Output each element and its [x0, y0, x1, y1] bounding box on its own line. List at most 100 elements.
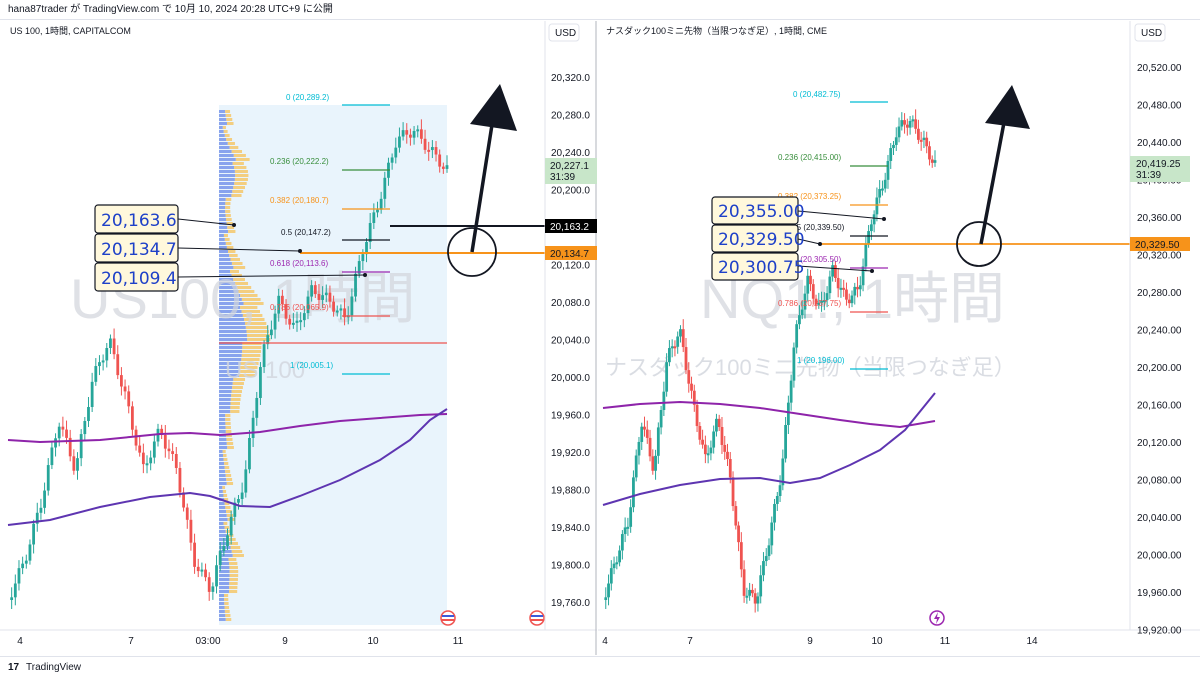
- x-tick-label: 14: [1026, 636, 1038, 647]
- y-tick-label: 20,080.00: [1137, 476, 1182, 487]
- y-tick-label: 20,240.00: [1137, 326, 1182, 337]
- y-tick-label: 20,080.0: [551, 298, 590, 309]
- ma-purple-line: [602, 400, 936, 429]
- fib-label-0236: 0.236 (20,415.00): [778, 153, 841, 162]
- y-tick-label: 19,960.0: [551, 411, 590, 422]
- y-tick-label: 20,200.0: [551, 186, 590, 197]
- y-tick-label: 19,840.0: [551, 523, 590, 534]
- orange-line-price: 20,329.50: [1135, 240, 1180, 251]
- y-tick-label: 19,760.0: [551, 598, 590, 609]
- publish-header: hana87trader が TradingView.com で 10月 10,…: [0, 0, 1200, 20]
- callout-3-text: 20,109.4: [101, 269, 177, 289]
- fib-label-0382: 0.382 (20,180.7): [270, 196, 329, 205]
- x-tick-label: 7: [128, 636, 134, 647]
- currency-button[interactable]: [548, 23, 580, 42]
- callout-3-text: 20,300.75: [718, 258, 805, 278]
- callout-3[interactable]: 20,109.4: [94, 262, 179, 292]
- black-line-price: 20,163.2: [550, 222, 589, 233]
- fib-label-0: 0 (20,482.75): [793, 90, 841, 99]
- callout-1-text: 20,163.6: [101, 211, 177, 231]
- y-tick-label: 20,440.00: [1137, 138, 1182, 149]
- countdown: 31:39: [1136, 170, 1161, 181]
- x-tick-label: 4: [17, 636, 23, 647]
- us-flag-icon[interactable]: [440, 610, 456, 626]
- x-tick-label: 10: [367, 636, 379, 647]
- currency-label: USD: [1141, 28, 1162, 39]
- y-tick-label: 20,280.00: [1137, 288, 1182, 299]
- fib-label-0: 0 (20,289.2): [286, 93, 329, 102]
- callout-2[interactable]: 20,329.50: [711, 224, 805, 253]
- x-tick-label: 03:00: [195, 636, 220, 647]
- callout-3[interactable]: 20,300.75: [711, 252, 805, 281]
- callout-1[interactable]: 20,355.00: [711, 196, 805, 225]
- x-tick-label: 4: [602, 636, 608, 647]
- orange-line-price-label: [1130, 237, 1190, 251]
- fib-label-0786: 0.786 (20,257.75): [778, 299, 841, 308]
- black-line-price-label: [545, 219, 597, 233]
- callout-2-text: 20,329.50: [718, 230, 805, 250]
- x-tick-label: 10: [871, 636, 883, 647]
- right-chart[interactable]: NQ1!, 1時間 ナスダック100ミニ先物（当限つなぎ足） 0 (20,482…: [598, 21, 1200, 655]
- fib-label-1: 1 (20,196.00): [797, 356, 845, 365]
- y-tick-label: 20,120.0: [551, 261, 590, 272]
- orange-line-price-label: [545, 246, 597, 260]
- up-arrow-icon: [470, 84, 517, 131]
- y-tick-label: 19,880.0: [551, 486, 590, 497]
- fib-label-0786: 0.786 (20,065.9): [270, 303, 329, 312]
- y-tick-label: 20,240.0: [551, 148, 590, 159]
- tradingview-logo-icon[interactable]: 17: [8, 662, 20, 673]
- x-tick-label: 9: [282, 636, 288, 647]
- currency-label: USD: [555, 28, 576, 39]
- up-arrow-shaft: [979, 111, 1008, 245]
- callout-1[interactable]: 20,163.6: [94, 204, 179, 234]
- current-price: 20,227.1: [550, 161, 589, 172]
- candles: [10, 119, 449, 609]
- current-price-label: [545, 158, 597, 184]
- footer: 17 TradingView: [0, 656, 1200, 679]
- y-tick-label: 20,320.00: [1137, 251, 1182, 262]
- publish-info: hana87trader が TradingView.com で 10月 10,…: [8, 4, 333, 15]
- currency-button[interactable]: [1134, 23, 1166, 42]
- y-tick-label: 20,200.00: [1137, 363, 1182, 374]
- x-tick-label: 11: [453, 636, 464, 647]
- countdown: 31:39: [550, 172, 575, 183]
- callout-2[interactable]: 20,134.7: [94, 233, 179, 263]
- x-tick-label: 11: [940, 636, 951, 647]
- x-tick-label: 9: [807, 636, 813, 647]
- highlight-circle: [956, 221, 1002, 267]
- candles: [604, 109, 937, 613]
- y-tick-label: 20,480.00: [1137, 101, 1182, 112]
- up-arrow-shaft: [470, 111, 496, 253]
- y-tick-label: 20,040.00: [1137, 513, 1182, 524]
- watermark-small: ナスダック100ミニ先物（当限つなぎ足）: [605, 355, 1016, 380]
- fib-label-0382: 0.382 (20,373.25): [778, 192, 841, 201]
- y-tick-label: 20,000.00: [1137, 551, 1182, 562]
- y-tick-label: 19,960.00: [1137, 588, 1182, 599]
- ma-violet-line: [7, 408, 448, 526]
- callout-2-text: 20,134.7: [101, 240, 177, 260]
- fib-label-05: 0.5 (20,147.2): [281, 228, 331, 237]
- current-price: 20,419.25: [1136, 159, 1181, 170]
- symbol-title[interactable]: ナスダック100ミニ先物（当限つなぎ足）, 1時間, CME: [606, 25, 827, 36]
- right-chart-panel[interactable]: NQ1!, 1時間 ナスダック100ミニ先物（当限つなぎ足） 0 (20,482…: [598, 21, 1200, 655]
- callout-1-text: 20,355.00: [718, 202, 805, 222]
- us-flag-icon[interactable]: [529, 610, 545, 626]
- current-price-label: [1130, 156, 1190, 182]
- y-tick-label: 19,920.0: [551, 448, 590, 459]
- highlight-circle: [447, 227, 497, 277]
- y-tick-label: 20,160.00: [1137, 401, 1182, 412]
- up-arrow-icon: [985, 85, 1030, 129]
- fib-label-0618: 0.618 (20,305.50): [778, 255, 841, 264]
- y-tick-label: 20,320.0: [551, 73, 590, 84]
- x-tick-label: 7: [687, 636, 693, 647]
- left-chart[interactable]: US100, 1時間 US 100 0 (20,289.2) 0.236 (20…: [0, 21, 597, 655]
- y-tick-label: 20,520.00: [1137, 63, 1182, 74]
- y-tick-label: 19,920.00: [1137, 626, 1182, 637]
- brand-name: TradingView: [26, 662, 82, 673]
- symbol-title[interactable]: US 100, 1時間, CAPITALCOM: [10, 26, 131, 36]
- fib-label-05: 0.5 (20,339.50): [790, 223, 845, 232]
- y-tick-label: 20,000.0: [551, 373, 590, 384]
- ma-violet-line: [602, 392, 936, 506]
- fib-label-1: 1 (20,005.1): [290, 361, 333, 370]
- left-chart-panel[interactable]: US100, 1時間 US 100 0 (20,289.2) 0.236 (20…: [0, 21, 597, 655]
